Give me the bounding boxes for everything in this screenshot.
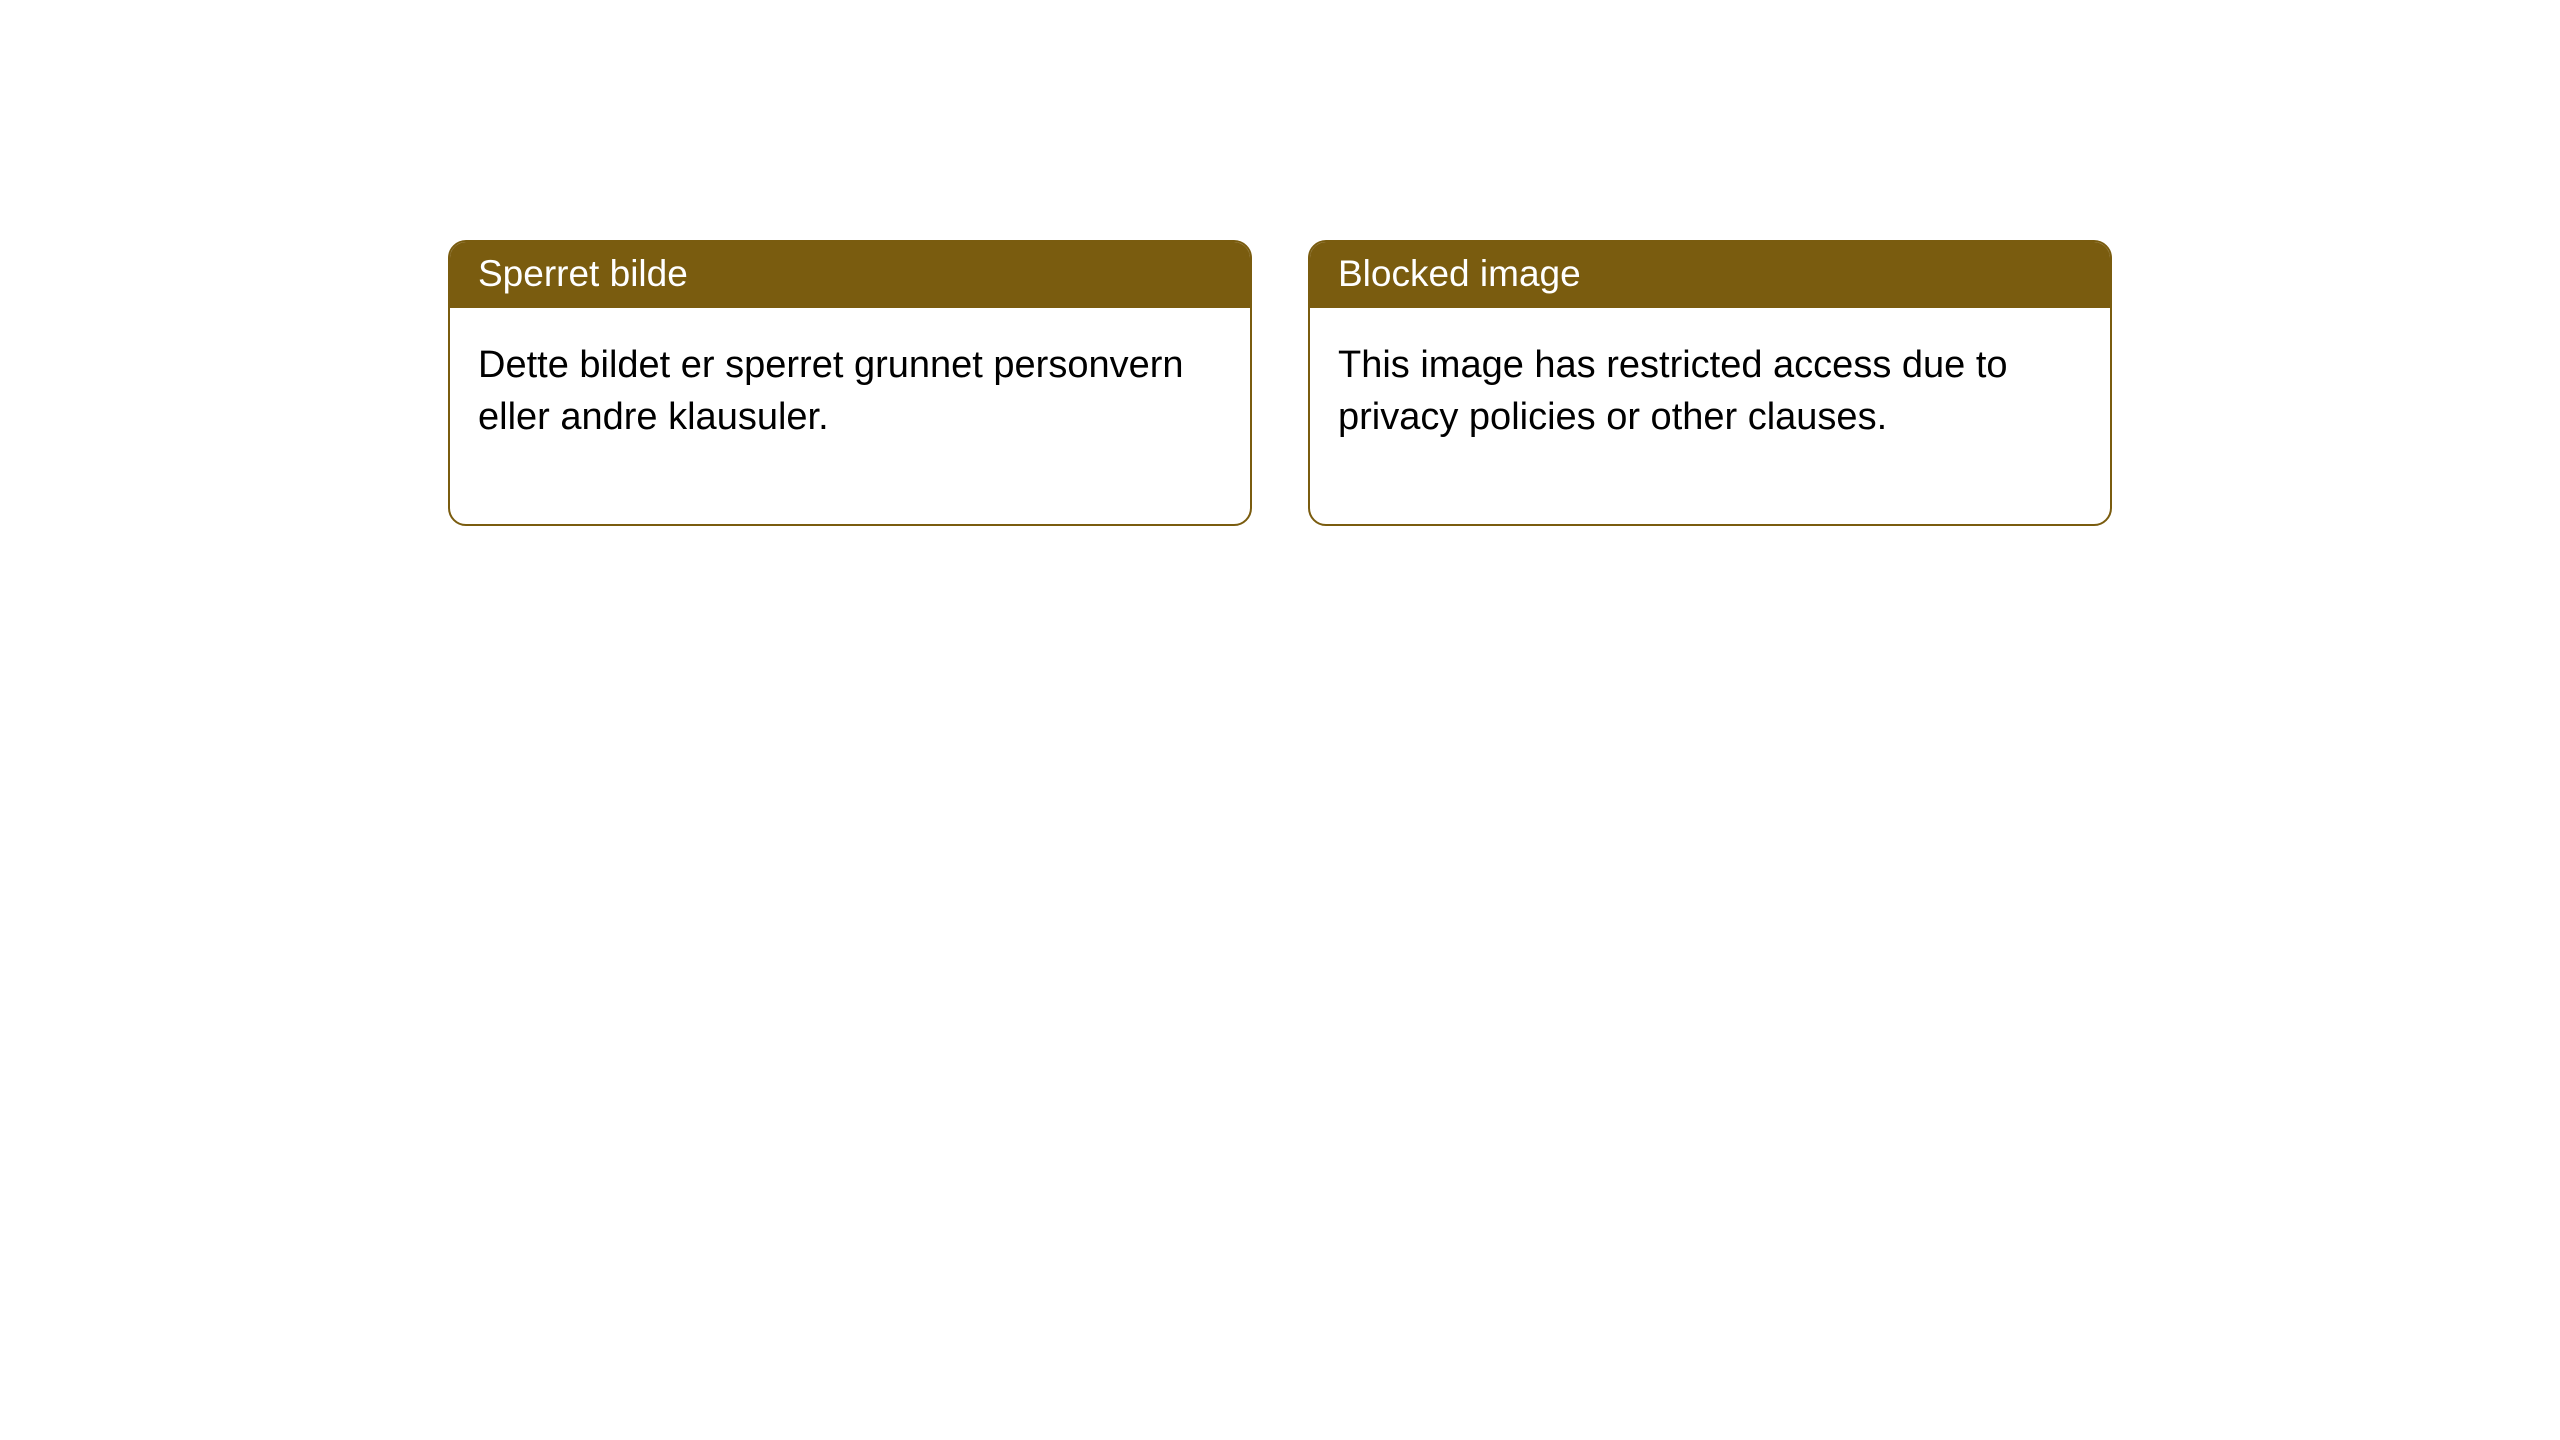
notice-header: Sperret bilde <box>450 242 1250 308</box>
notice-body: This image has restricted access due to … <box>1310 308 2110 523</box>
notice-card-norwegian: Sperret bilde Dette bildet er sperret gr… <box>448 240 1252 526</box>
notice-container: Sperret bilde Dette bildet er sperret gr… <box>0 0 2560 526</box>
notice-card-english: Blocked image This image has restricted … <box>1308 240 2112 526</box>
notice-header: Blocked image <box>1310 242 2110 308</box>
notice-body: Dette bildet er sperret grunnet personve… <box>450 308 1250 523</box>
